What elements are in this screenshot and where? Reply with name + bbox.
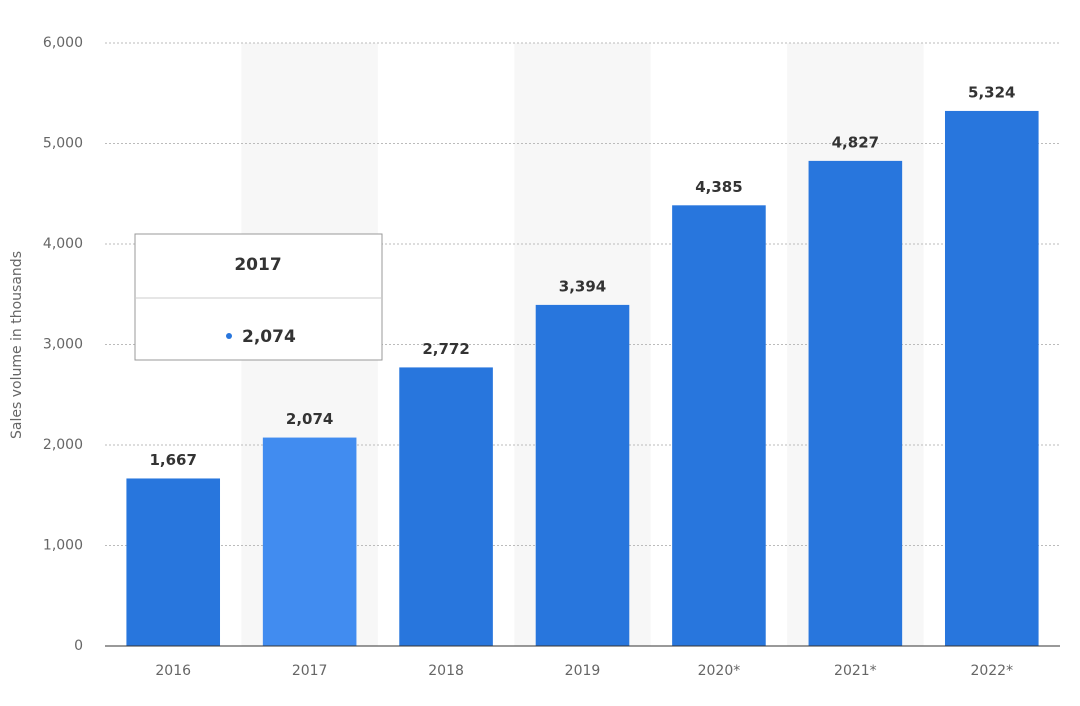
value-label: 4,385 (695, 178, 742, 196)
x-tick-label: 2017 (292, 663, 328, 679)
bar (126, 478, 221, 646)
y-tick-label: 3,000 (43, 337, 83, 353)
x-tick-label: 2016 (155, 663, 191, 679)
tooltip-value: 2,074 (242, 327, 296, 347)
value-label: 2,772 (422, 340, 469, 358)
y-tick-label: 4,000 (43, 236, 83, 252)
y-axis-label: Sales volume in thousands (9, 251, 25, 439)
bar-layer: 2016 1,667 2017 2,074 2018 2,772 2019 3,394 2020… (126, 83, 1039, 679)
x-tick-label: 2019 (565, 663, 601, 679)
x-tick-label: 2022* (970, 663, 1013, 679)
tooltip-dot (226, 333, 232, 339)
y-tick-label: 0 (74, 638, 83, 654)
y-tick-label: 1,000 (43, 538, 83, 554)
value-label: 3,394 (559, 277, 606, 295)
bar (808, 160, 903, 646)
value-label: 2,074 (286, 410, 333, 428)
bar (399, 367, 493, 646)
y-tick-label: 2,000 (43, 437, 83, 453)
tooltip-title: 2017 (234, 255, 281, 275)
bar (944, 110, 1039, 647)
x-tick-label: 2021* (834, 663, 877, 679)
tooltip-box (134, 233, 383, 361)
bar (672, 205, 766, 646)
bar (262, 437, 357, 646)
value-label: 1,667 (149, 451, 196, 469)
y-tick-label: 5,000 (43, 136, 83, 152)
value-label: 4,827 (832, 133, 879, 151)
bar (535, 304, 630, 646)
value-label: 5,324 (968, 83, 1015, 101)
x-tick-label: 2018 (428, 663, 464, 679)
y-tick-label: 6,000 (43, 35, 83, 51)
x-tick-label: 2020* (698, 663, 741, 679)
tooltip: 2017 2,074 (134, 233, 383, 361)
